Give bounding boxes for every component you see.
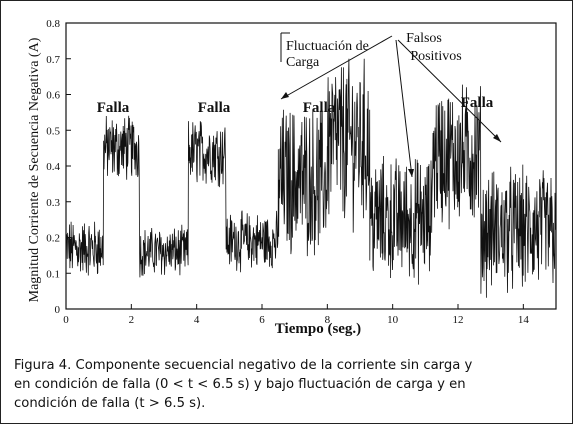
- y-tick-label: 0.3: [46, 197, 60, 209]
- annotation-fluctuacion-line1: Fluctuación de: [286, 39, 369, 54]
- x-tick-label: 14: [518, 314, 530, 326]
- x-tick-label: 8: [325, 314, 331, 326]
- annotation-falla-1: Falla: [97, 100, 130, 116]
- signal-series: [65, 58, 557, 298]
- caption-line-3: condición de falla (t > 6.5 s).: [14, 396, 206, 411]
- y-tick-label: 0.1: [46, 268, 60, 280]
- y-tick-label: 0.8: [46, 18, 60, 30]
- y-tick-label: 0.5: [46, 125, 60, 137]
- x-tick-label: 2: [129, 314, 135, 326]
- falsos-arrow-left: [395, 39, 413, 178]
- x-axis-ticks: 0 2 4 6 8 10 12 14: [63, 304, 529, 326]
- annotation-falsos-line2: Positivos: [410, 49, 461, 64]
- falsos-arrow-left-head: [408, 169, 414, 177]
- x-axis-label: Tiempo (seg.): [275, 321, 361, 337]
- y-tick-label: 0.4: [46, 161, 60, 173]
- fluctuacion-arrow: [280, 35, 393, 100]
- annotation-falla-2: Falla: [198, 100, 231, 116]
- y-axis-ticks: 0 0.1 0.2 0.3 0.4 0.5 0.6 0.7 0.8: [46, 18, 71, 316]
- annotation-falsos-line1: Falsos: [406, 31, 442, 46]
- chart: 0 2 4 6 8 10 12 14 0 0.1 0.2 0.3 0.4 0.5 0.6 0.7 0.8 Ti…: [27, 18, 557, 337]
- y-tick-label: 0.7: [46, 54, 60, 66]
- falsos-arrow-right-head: [493, 134, 501, 142]
- fluctuacion-arrowhead: [281, 92, 289, 99]
- x-tick-label: 6: [259, 314, 265, 326]
- annotation-falla-3: Falla: [303, 100, 336, 116]
- caption-line-1: Figura 4. Componente secuencial negativo…: [14, 358, 473, 373]
- y-axis-label: Magnitud Corriente de Secuencia Negativa…: [27, 37, 42, 302]
- annotation-fluctuacion-line2: Carga: [286, 55, 320, 70]
- y-tick-label: 0.2: [46, 233, 60, 245]
- y-tick-label: 0: [55, 304, 61, 316]
- falsos-arrow-right: [397, 39, 502, 143]
- x-tick-label: 0: [63, 314, 69, 326]
- y-tick-label: 0.6: [46, 90, 60, 102]
- annotation-falla-4: Falla: [461, 95, 494, 111]
- caption-line-2: en condición de falla (0 < t < 6.5 s) y …: [14, 377, 466, 392]
- x-tick-label: 12: [453, 314, 464, 326]
- figure-caption: Figura 4. Componente secuencial negativo…: [14, 356, 562, 413]
- x-tick-label: 10: [387, 314, 399, 326]
- x-tick-label: 4: [194, 314, 200, 326]
